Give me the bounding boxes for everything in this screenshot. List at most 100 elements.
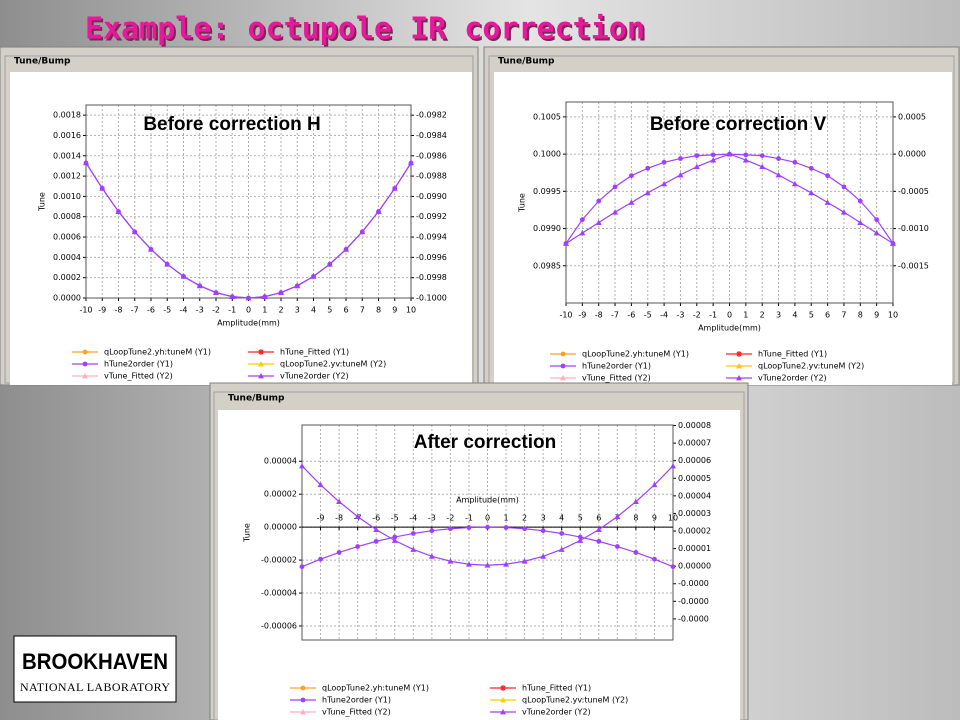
marker xyxy=(131,228,138,235)
x-tick-label: 2 xyxy=(522,514,527,523)
logo: BROOKHAVEN NATIONAL LABORATORY xyxy=(13,635,177,703)
marker xyxy=(857,198,863,204)
y-tick-label: 0.0995 xyxy=(533,187,561,196)
marker xyxy=(317,481,324,488)
x-tick-label: 3 xyxy=(541,514,546,523)
y2-tick-label: -0.0015 xyxy=(898,261,929,270)
y-tick-label: 0.0004 xyxy=(53,253,81,262)
marker xyxy=(410,546,417,552)
legend-label: qLoopTune2.yv:tuneM (Y2) xyxy=(280,360,386,369)
marker xyxy=(776,156,781,161)
legend-marker xyxy=(82,349,88,355)
x-tick-label: 9 xyxy=(392,306,397,315)
legend-marker xyxy=(736,351,742,357)
marker xyxy=(652,556,657,562)
x-tick-label: 7 xyxy=(360,306,365,315)
y-axis-label: Tune xyxy=(38,192,47,212)
x-tick-label: -10 xyxy=(79,306,92,315)
x-tick-label: -2 xyxy=(693,311,701,320)
x-tick-label: -6 xyxy=(147,306,155,315)
y-tick-label: 0.00000 xyxy=(264,523,297,532)
y-tick-label: 0.0000 xyxy=(53,294,81,303)
marker xyxy=(164,261,171,267)
y2-tick-label: -0.0982 xyxy=(416,111,447,120)
x-tick-label: -1 xyxy=(465,514,473,523)
x-tick-label: -9 xyxy=(317,514,325,523)
logo-name: BROOKHAVEN xyxy=(22,649,168,674)
window-title: Tune/Bump xyxy=(498,57,555,67)
x-tick-label: -9 xyxy=(578,311,586,320)
x-tick-label: 5 xyxy=(578,514,583,523)
marker xyxy=(693,163,700,170)
y2-tick-label: -0.0986 xyxy=(416,151,447,160)
marker xyxy=(261,293,268,300)
marker xyxy=(180,273,187,279)
marker xyxy=(792,159,798,165)
legend-marker xyxy=(736,363,742,369)
x-tick-label: -7 xyxy=(131,306,139,315)
x-tick-label: -4 xyxy=(409,514,417,523)
marker xyxy=(726,151,733,157)
logo-subtitle: NATIONAL LABORATORY xyxy=(20,680,170,694)
marker xyxy=(661,180,668,187)
x-tick-label: 0 xyxy=(727,311,732,320)
x-tick-label: 9 xyxy=(874,311,879,320)
marker xyxy=(410,531,416,536)
marker xyxy=(759,153,765,159)
y-tick-label: 0.0018 xyxy=(53,111,81,120)
legend-marker xyxy=(560,351,566,357)
marker xyxy=(355,544,361,549)
x-tick-label: 6 xyxy=(596,514,601,523)
window-2: Tune/Bump xyxy=(483,46,960,386)
marker xyxy=(775,171,782,178)
legend-marker xyxy=(82,373,88,379)
y2-tick-label: -0.0998 xyxy=(416,273,447,282)
x-tick-label: 5 xyxy=(809,311,814,320)
x-tick-label: 6 xyxy=(343,306,348,315)
x-tick-label: 8 xyxy=(376,306,381,315)
slide-title: Example: octupole IR correction xyxy=(85,12,645,47)
y-tick-label: 0.0985 xyxy=(533,261,561,270)
marker xyxy=(563,240,569,246)
y2-tick-label: -0.1000 xyxy=(416,294,447,303)
plot-panel xyxy=(10,72,472,385)
legend-label: qLoopTune2.yh:tuneM (Y1) xyxy=(582,350,689,359)
marker xyxy=(83,159,89,166)
annotation: Before correction H xyxy=(143,114,320,135)
marker xyxy=(375,208,382,214)
marker xyxy=(115,208,122,214)
marker xyxy=(644,189,651,196)
marker xyxy=(521,558,528,564)
y2-tick-label: -0.0994 xyxy=(416,233,447,242)
y-tick-label: 0.0012 xyxy=(53,172,81,181)
marker xyxy=(890,240,896,246)
marker xyxy=(596,538,602,544)
y2-tick-label: 0.00005 xyxy=(678,474,711,483)
marker xyxy=(484,562,491,568)
marker xyxy=(391,537,398,543)
y-axis-label: Tune xyxy=(518,193,527,213)
marker xyxy=(710,152,716,158)
marker xyxy=(670,564,676,570)
legend-label: hTune_Fitted (Y1) xyxy=(522,684,591,693)
y2-tick-label: 0.00000 xyxy=(678,562,711,571)
y-tick-label: 0.00004 xyxy=(264,457,297,466)
x-tick-label: -3 xyxy=(428,514,436,523)
x-tick-label: -1 xyxy=(228,306,236,315)
marker xyxy=(710,157,717,163)
legend-marker xyxy=(258,361,264,367)
marker xyxy=(522,526,527,532)
x-tick-label: -5 xyxy=(644,311,652,320)
marker xyxy=(874,217,880,223)
x-tick-label: 1 xyxy=(743,311,748,320)
window-title: Tune/Bump xyxy=(228,394,285,404)
marker xyxy=(318,556,323,562)
marker xyxy=(651,481,658,488)
marker xyxy=(558,546,565,552)
marker xyxy=(645,165,651,171)
x-tick-label: 8 xyxy=(633,514,638,523)
plot-frame xyxy=(301,424,674,641)
window-1: Tune/Bump xyxy=(0,46,479,386)
marker xyxy=(742,157,749,163)
marker xyxy=(428,553,435,559)
